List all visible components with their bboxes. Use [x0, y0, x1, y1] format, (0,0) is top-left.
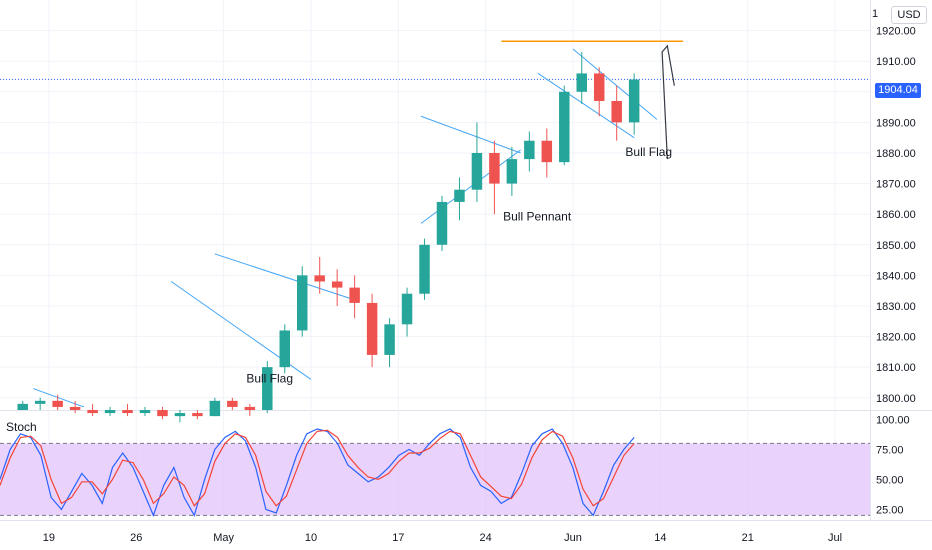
projection-arrow [661, 44, 675, 160]
candle-body [157, 410, 168, 417]
arrow-path [661, 44, 675, 160]
candle-body [559, 91, 570, 163]
candlesticks [17, 52, 640, 423]
channel-line [537, 73, 635, 139]
candle-body [576, 73, 587, 92]
candle-body [296, 275, 308, 331]
candle-body [401, 293, 413, 325]
grid [0, 0, 870, 519]
candle-body [34, 400, 46, 404]
osc-tick-label: 75.00 [876, 444, 904, 456]
candle-body [69, 406, 81, 410]
osc-tick-label: 100.00 [876, 414, 910, 426]
candle-body [349, 287, 360, 303]
time-tick-label: Jun [564, 532, 582, 544]
candle-body [17, 403, 28, 410]
price-tick-label: 1920.00 [876, 26, 916, 38]
candle-body [104, 410, 116, 414]
time-tick-label: 10 [305, 532, 317, 544]
currency-button[interactable]: USD [891, 6, 927, 24]
time-tick-label: 21 [742, 532, 754, 544]
candle-body [227, 400, 238, 407]
candle-body [611, 100, 622, 123]
time-tick-label: 26 [130, 532, 142, 544]
stoch-series-line [0, 429, 635, 507]
time-tick-label: 14 [654, 532, 666, 544]
candle-body [262, 367, 273, 410]
current-price-tag: 1904.04 [875, 83, 921, 98]
candle-body [419, 244, 430, 294]
candle-body [524, 140, 535, 160]
channel-line [214, 253, 355, 301]
candle-body [122, 410, 133, 414]
candle-body [506, 159, 518, 184]
oscillator-label[interactable]: Stoch [6, 420, 37, 434]
pattern-label: Bull Flag [246, 371, 293, 385]
candle-body [436, 201, 448, 245]
candle-body [331, 281, 343, 288]
candle-body [454, 189, 465, 202]
candle-body [209, 400, 221, 417]
candle-body [87, 410, 98, 414]
time-tick-label: Jul [828, 532, 842, 544]
price-tick-label: 1830.00 [876, 301, 916, 313]
pattern-channels [33, 48, 658, 408]
candle-body [314, 275, 325, 282]
candle-body [52, 400, 63, 407]
stoch-series-line [0, 428, 635, 518]
time-tick-label: 17 [392, 532, 404, 544]
stochastic-lines [0, 428, 635, 518]
channel-line [572, 48, 658, 120]
price-tick-label: 1870.00 [876, 179, 916, 191]
oscillator-axis: 25.00 50.00 75.00 100.00 [876, 414, 910, 516]
time-axis: 19 26 May 10 17 24 Jun 14 21 Jul [43, 532, 842, 544]
pattern-label: Bull Pennant [503, 209, 572, 223]
channel-line [420, 115, 521, 154]
candle-body [366, 302, 378, 355]
candle-body [489, 152, 500, 184]
pattern-label: Bull Flag [625, 145, 672, 159]
candle-body [593, 73, 605, 101]
candle-body [471, 152, 483, 190]
time-tick-label: 19 [43, 532, 55, 544]
price-tick-label: 1850.00 [876, 240, 916, 252]
candle-body [384, 324, 395, 355]
candle-body [244, 406, 256, 410]
price-tick-label: 1840.00 [876, 270, 916, 282]
price-tick-label: 1800.00 [876, 393, 916, 405]
price-tick-label: 1890.00 [876, 117, 916, 129]
stoch-band-fill [0, 443, 870, 516]
candle-body [279, 330, 290, 368]
candle-body [192, 413, 203, 417]
candle-body [174, 413, 186, 417]
time-tick-label: May [213, 532, 234, 544]
price-tick-label: 1910.00 [876, 56, 916, 68]
candle-body [541, 140, 553, 163]
price-tick-label: 1810.00 [876, 362, 916, 374]
candle-body [628, 79, 640, 123]
pattern-annotations: Bull Flag Bull Pennant Bull Flag [246, 145, 672, 385]
osc-tick-label: 50.00 [876, 474, 904, 486]
stoch-band [0, 442, 870, 516]
osc-tick-label: 25.00 [876, 504, 904, 516]
price-tick-label: 1880.00 [876, 148, 916, 160]
candle-body [139, 410, 151, 414]
price-tick-label: 1820.00 [876, 332, 916, 344]
time-tick-label: 24 [480, 532, 492, 544]
price-tick-label: 1860.00 [876, 209, 916, 221]
partial-price-tick: 1 [872, 8, 879, 20]
